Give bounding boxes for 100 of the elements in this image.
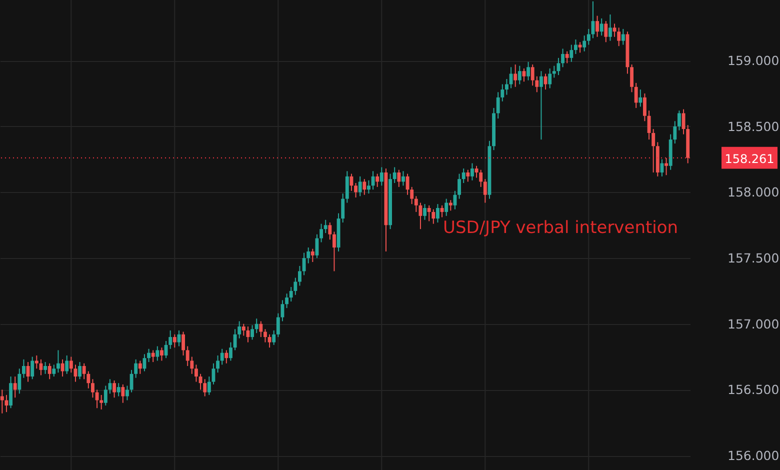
candlestick xyxy=(638,89,642,108)
candlestick xyxy=(190,356,194,374)
y-tick-label: 156.500 xyxy=(728,382,780,398)
candlestick xyxy=(177,330,181,347)
candlestick xyxy=(90,378,94,398)
candlestick xyxy=(458,173,462,200)
candlestick xyxy=(358,176,362,197)
candlestick xyxy=(4,394,8,413)
candlestick xyxy=(48,362,52,380)
candlestick xyxy=(289,286,293,302)
candlestick xyxy=(423,204,427,220)
candlestick xyxy=(448,200,452,212)
candlestick xyxy=(483,178,487,204)
candlestick xyxy=(500,84,504,102)
candlestick xyxy=(600,18,604,36)
candlestick xyxy=(518,65,522,85)
y-tick-label: 156.000 xyxy=(728,448,780,464)
candlestick xyxy=(642,92,646,122)
candlestick xyxy=(147,348,151,363)
candlestick xyxy=(414,196,418,212)
candlestick xyxy=(233,328,237,351)
candlestick xyxy=(561,48,565,68)
candlestick xyxy=(259,320,263,338)
candlestick xyxy=(203,378,207,397)
candlestick xyxy=(9,376,13,409)
candlestick xyxy=(462,168,466,184)
candlestick xyxy=(194,364,198,382)
candlestick xyxy=(444,198,448,216)
candlestick xyxy=(647,110,651,140)
candlestick xyxy=(276,312,280,338)
candlestick xyxy=(570,44,574,62)
candlestick xyxy=(552,65,556,78)
candlestick xyxy=(652,128,656,173)
candlestick xyxy=(539,70,543,140)
candlestick xyxy=(168,330,172,350)
candlestick xyxy=(69,356,73,374)
candlestick xyxy=(151,350,155,363)
candlestick xyxy=(86,370,90,389)
candlestick xyxy=(406,173,410,196)
candlestick xyxy=(108,378,112,394)
candlestick xyxy=(380,166,384,186)
candlestick xyxy=(186,346,190,366)
candlestick xyxy=(682,108,686,135)
candlestick xyxy=(254,318,258,334)
candlestick xyxy=(350,173,354,192)
candlestick xyxy=(13,376,17,398)
candlestick xyxy=(238,320,242,339)
candlestick xyxy=(376,173,380,188)
candlestick xyxy=(228,342,232,362)
candlestick xyxy=(504,78,508,96)
candlestick xyxy=(341,193,345,223)
candlestick xyxy=(250,324,254,340)
candlestick xyxy=(548,68,552,89)
candlestick xyxy=(453,190,457,210)
candlestick xyxy=(660,158,664,177)
candlestick xyxy=(112,380,116,398)
candlestick xyxy=(121,384,125,404)
candlestick xyxy=(52,364,56,378)
annotation: USD/JPY verbal intervention xyxy=(443,218,678,238)
candlestick xyxy=(22,358,26,378)
candlestick xyxy=(224,350,228,364)
candlestick xyxy=(220,348,224,366)
candlestick xyxy=(362,178,366,196)
candlestick xyxy=(172,334,176,348)
candlestick xyxy=(138,360,142,374)
candlestick xyxy=(294,277,298,296)
candlestick xyxy=(522,68,526,82)
candlestick xyxy=(156,346,160,362)
candlestick xyxy=(212,362,216,385)
candlestick xyxy=(474,165,478,178)
candlestick xyxy=(30,356,34,380)
candlestick xyxy=(56,350,60,374)
candlestick xyxy=(164,340,168,359)
candlestick xyxy=(621,28,625,46)
candlestick xyxy=(272,330,276,346)
candlestick xyxy=(26,362,30,382)
y-tick-label: 157.000 xyxy=(728,316,780,332)
candlestick xyxy=(574,38,578,54)
candlestick xyxy=(320,223,324,243)
candlestick xyxy=(397,169,401,188)
candlestick xyxy=(65,354,69,374)
candlestick xyxy=(198,373,202,390)
candlestick xyxy=(608,14,612,42)
candlestick xyxy=(44,362,48,374)
candlestick xyxy=(410,186,414,205)
candlestick xyxy=(182,331,186,356)
candlestick xyxy=(100,394,104,410)
candlestick xyxy=(345,170,349,204)
candlestick xyxy=(18,368,22,394)
candlestick xyxy=(401,170,405,186)
candlestick xyxy=(280,300,284,322)
y-tick-label: 157.500 xyxy=(728,250,780,266)
y-tick-label: 159.000 xyxy=(728,53,780,68)
candlestick xyxy=(134,358,138,378)
candlestick xyxy=(677,110,681,131)
candlestick xyxy=(160,347,164,362)
candlestick xyxy=(617,27,621,47)
candlestick xyxy=(328,222,332,240)
candlestick xyxy=(634,82,638,108)
candlestick xyxy=(268,334,272,348)
